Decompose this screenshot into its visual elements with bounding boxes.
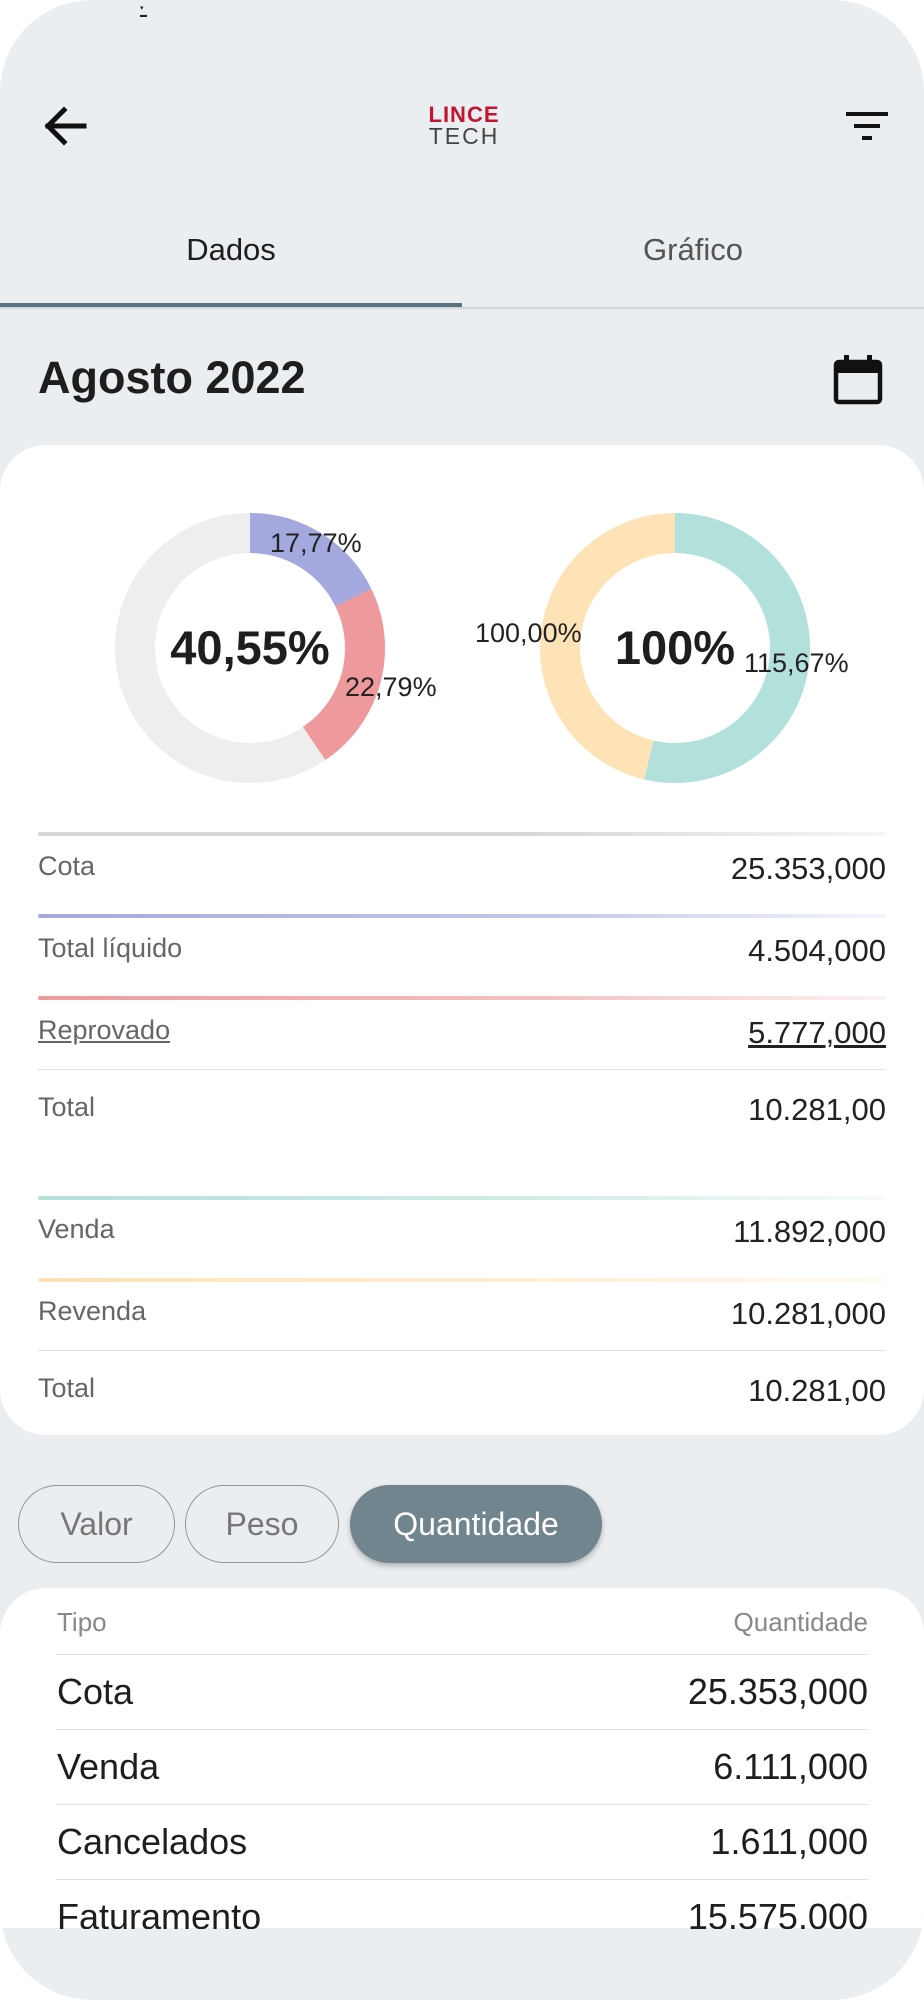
table-row: Cancelados 1.611,000 <box>56 1804 868 1880</box>
revenda-color-line <box>38 1278 886 1282</box>
table-cell-quantidade: 25.353,000 <box>687 1671 868 1712</box>
active-tab-indicator <box>0 303 462 307</box>
table-cell-tipo: Faturamento <box>57 1896 262 1929</box>
table-header-quantidade: Quantidade <box>733 1607 868 1637</box>
app-bar: LINCE TECH <box>0 80 924 170</box>
signal-battery-icon: ▾ ▬ <box>140 5 147 19</box>
summary-label: Total <box>38 1092 96 1122</box>
divider <box>38 1069 886 1070</box>
reprovado-link[interactable]: Reprovado <box>38 1015 171 1045</box>
donut-chart-total-liquido <box>115 513 385 783</box>
summary-row-venda: Venda 11.892,000 <box>38 1214 886 1294</box>
summary-row-total-1: Total 10.281,00 <box>38 1092 886 1172</box>
table-header-tipo: Tipo <box>57 1607 107 1637</box>
filter-button[interactable] <box>842 106 892 146</box>
donut-1-segment-0 <box>115 513 385 783</box>
table-cell-quantidade: 1.611,000 <box>710 1821 868 1862</box>
summary-value: 4.504,000 <box>748 933 886 968</box>
lince-tech-logo: LINCE TECH <box>424 104 504 148</box>
tab-dados[interactable]: Dados <box>186 232 276 267</box>
donut-1-label-total-liquido: 17,77% <box>270 528 362 558</box>
table-cell-tipo: Cancelados <box>57 1821 248 1862</box>
tab-grafico[interactable]: Gráfico <box>643 232 743 267</box>
period-title: Agosto 2022 <box>38 352 306 403</box>
logo-text-lince: LINCE <box>428 102 500 127</box>
summary-value: 10.281,00 <box>748 1373 886 1408</box>
donut-1-segment-1 <box>115 513 385 783</box>
donut-chart-venda-revenda <box>540 513 810 783</box>
table-row: Faturamento 15.575,000 <box>56 1879 868 1929</box>
summary-label: Total <box>38 1373 96 1403</box>
summary-row-cota: Cota 25.353,000 <box>38 851 886 931</box>
arrow-left-icon <box>44 106 87 146</box>
logo-text-tech: TECH <box>428 123 500 149</box>
summary-row-reprovado[interactable]: Reprovado 5.777,000 <box>38 1015 886 1095</box>
table-cell-quantidade: 6.111,000 <box>713 1746 868 1787</box>
summary-label: Total líquido <box>38 933 183 963</box>
summary-row-revenda: Revenda 10.281,000 <box>38 1296 886 1376</box>
filter-icon <box>846 112 888 140</box>
cota-color-line <box>38 832 886 836</box>
summary-row-total-liquido: Total líquido 4.504,000 <box>38 933 886 1013</box>
donut-2-label-revenda: 100,00% <box>475 618 582 648</box>
chip-peso[interactable]: Peso <box>185 1485 339 1563</box>
donut-1-label-reprovado: 22,79% <box>345 672 437 702</box>
donut-2-center-value: 100% <box>614 621 736 674</box>
back-button[interactable] <box>40 102 94 150</box>
donut-2-label-venda: 115,67% <box>744 648 849 678</box>
calendar-button[interactable] <box>830 352 886 408</box>
summary-value: 10.281,00 <box>748 1092 886 1127</box>
quantity-table-card <box>0 1588 924 1928</box>
chip-valor[interactable]: Valor <box>18 1485 175 1563</box>
tab-bar-divider <box>0 307 924 310</box>
table-row: Cota 25.353,000 <box>56 1654 868 1730</box>
summary-value: 25.353,000 <box>730 851 886 886</box>
table-row: Venda 6.111,000 <box>56 1729 868 1805</box>
summary-label: Revenda <box>38 1296 147 1326</box>
reprovado-color-line <box>38 996 886 1000</box>
summary-value: 10.281,000 <box>730 1296 886 1331</box>
table-cell-quantidade: 15.575,000 <box>687 1896 868 1929</box>
table-cell-tipo: Venda <box>57 1746 160 1787</box>
summary-row-total-2: Total 10.281,00 <box>38 1373 886 1453</box>
summary-value: 11.892,000 <box>733 1214 886 1249</box>
donut-1-center-value: 40,55% <box>170 621 330 674</box>
summary-label: Venda <box>38 1214 115 1244</box>
divider <box>38 1350 886 1351</box>
table-cell-tipo: Cota <box>57 1671 134 1712</box>
summary-label: Cota <box>38 851 96 881</box>
chip-quantidade[interactable]: Quantidade <box>350 1485 602 1563</box>
status-bar: 13:56 ▾ ▬ <box>14 4 147 19</box>
tab-bar: Dados Gráfico <box>0 200 924 310</box>
reprovado-value-link[interactable]: 5.777,000 <box>748 1015 886 1050</box>
calendar-icon <box>833 355 883 405</box>
total-liquido-color-line <box>38 914 886 918</box>
venda-color-line <box>38 1196 886 1200</box>
status-time: 13:56 <box>14 4 30 10</box>
donut-2-segment-1 <box>540 513 810 783</box>
